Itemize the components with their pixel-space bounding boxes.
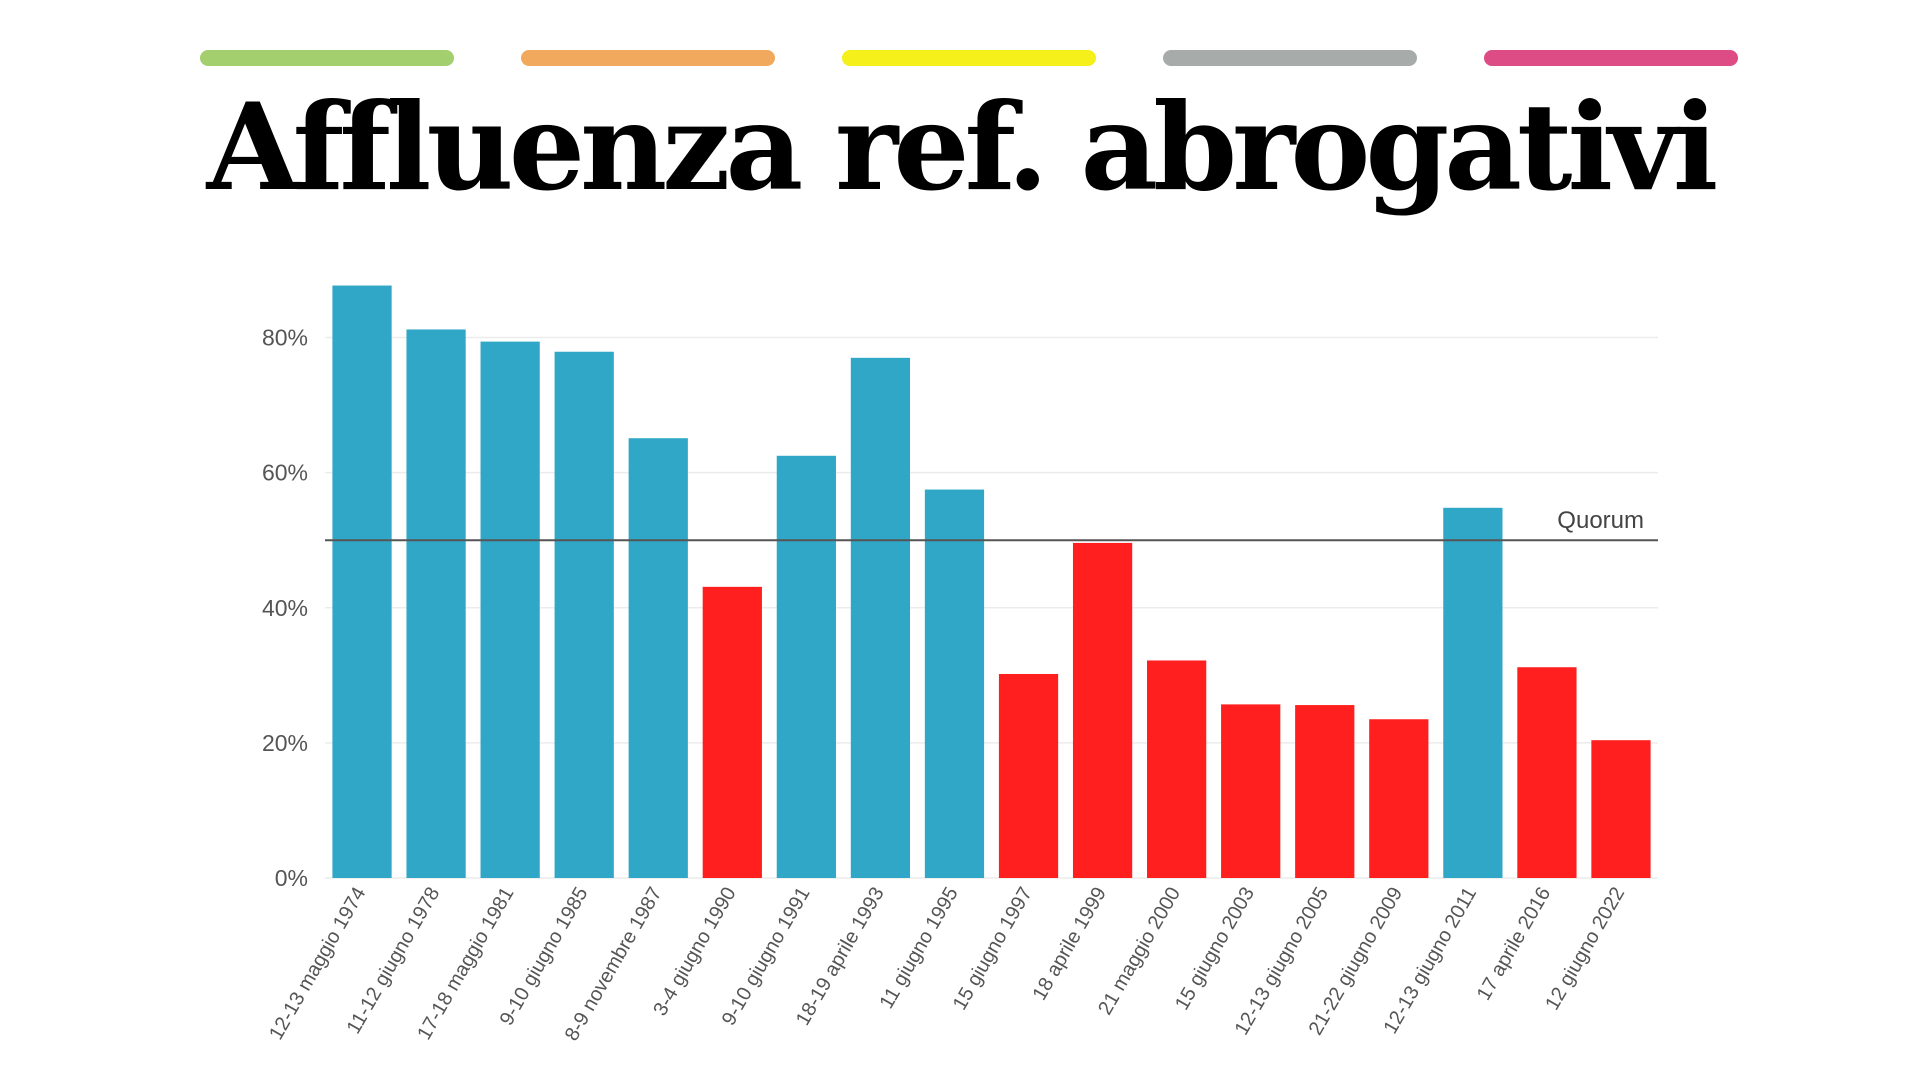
chart-title: Affluenza ref. abrogativi: [206, 77, 1719, 218]
bar: [1369, 719, 1429, 878]
bar: [628, 438, 688, 878]
bar: [1591, 740, 1651, 878]
bar: [924, 489, 985, 878]
x-tick-label: 15 giugno 1997: [949, 884, 1037, 1014]
bar: [480, 341, 540, 878]
y-tick-label: 0%: [275, 865, 308, 891]
bar: [332, 285, 392, 878]
bar: [998, 673, 1059, 878]
bar: [554, 351, 614, 879]
quorum-reference: Quorum: [325, 507, 1658, 542]
bar: [1295, 705, 1355, 878]
bars: [332, 285, 1651, 879]
y-tick-label: 80%: [262, 325, 308, 351]
x-tick-label: 15 giugno 2003: [1171, 884, 1259, 1014]
color-bar-pink: [1484, 50, 1738, 66]
bar: [776, 455, 836, 878]
y-tick-label: 40%: [262, 595, 308, 621]
x-tick-label: 18 aprile 1999: [1028, 884, 1110, 1005]
y-tick-label: 60%: [262, 460, 308, 486]
grid-lines: [325, 336, 1658, 879]
x-tick-label: 3-4 giugno 1990: [649, 884, 740, 1020]
y-axis: 0% 20% 40% 60% 80%: [262, 325, 308, 891]
x-tick-label: 11 giugno 1995: [876, 883, 963, 1012]
x-tick-label: 12 giugno 2022: [1541, 884, 1629, 1014]
y-tick-label: 20%: [262, 730, 308, 756]
x-tick-label: 17 aprile 2016: [1473, 884, 1555, 1005]
color-bar-green: [200, 50, 454, 66]
bar: [1147, 660, 1207, 878]
bar: [406, 329, 466, 879]
bar: [1517, 667, 1577, 878]
color-bar-yellow: [842, 50, 1096, 66]
color-bar-orange: [521, 50, 775, 66]
bar: [1072, 542, 1133, 878]
color-bar-gray: [1163, 50, 1417, 66]
bar: [1443, 507, 1503, 878]
x-tick-label: 21 maggio 2000: [1094, 884, 1185, 1019]
quorum-label: Quorum: [1557, 507, 1644, 534]
bar: [850, 357, 911, 878]
bar: [702, 586, 762, 878]
bar: [1221, 704, 1281, 878]
